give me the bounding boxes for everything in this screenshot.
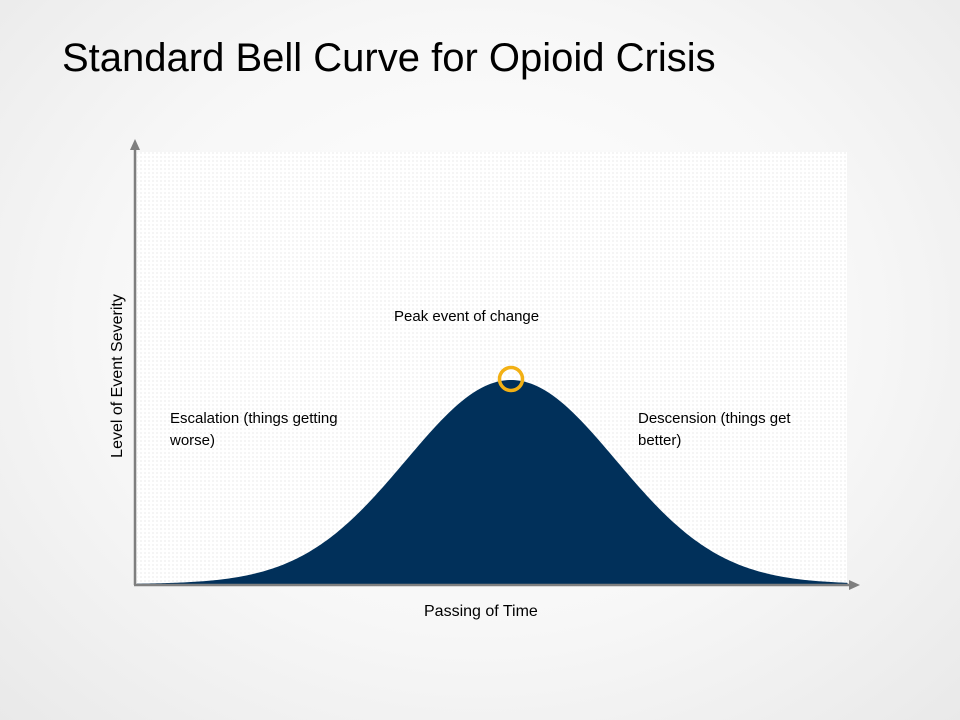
peak-label: Peak event of change <box>394 308 540 325</box>
y-axis-label: Level of Event Severity <box>109 294 126 458</box>
descension-label: Descension (things get better) <box>638 410 791 449</box>
bell-curve-shape <box>137 380 848 584</box>
x-axis-label: Passing of Time <box>424 603 538 620</box>
x-axis-arrowhead <box>849 580 860 590</box>
escalation-label: Escalation (things getting worse) <box>170 410 338 449</box>
slide-title: Standard Bell Curve for Opioid Crisis <box>62 36 716 80</box>
peak-marker-circle <box>497 365 525 393</box>
y-axis-arrowhead <box>130 139 140 150</box>
